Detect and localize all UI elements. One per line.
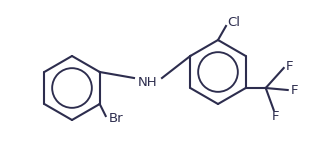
Text: F: F xyxy=(272,110,279,124)
Text: Cl: Cl xyxy=(228,17,241,29)
Text: F: F xyxy=(291,83,298,97)
Text: F: F xyxy=(286,59,293,73)
Text: NH: NH xyxy=(138,76,158,88)
Text: Br: Br xyxy=(109,112,123,125)
